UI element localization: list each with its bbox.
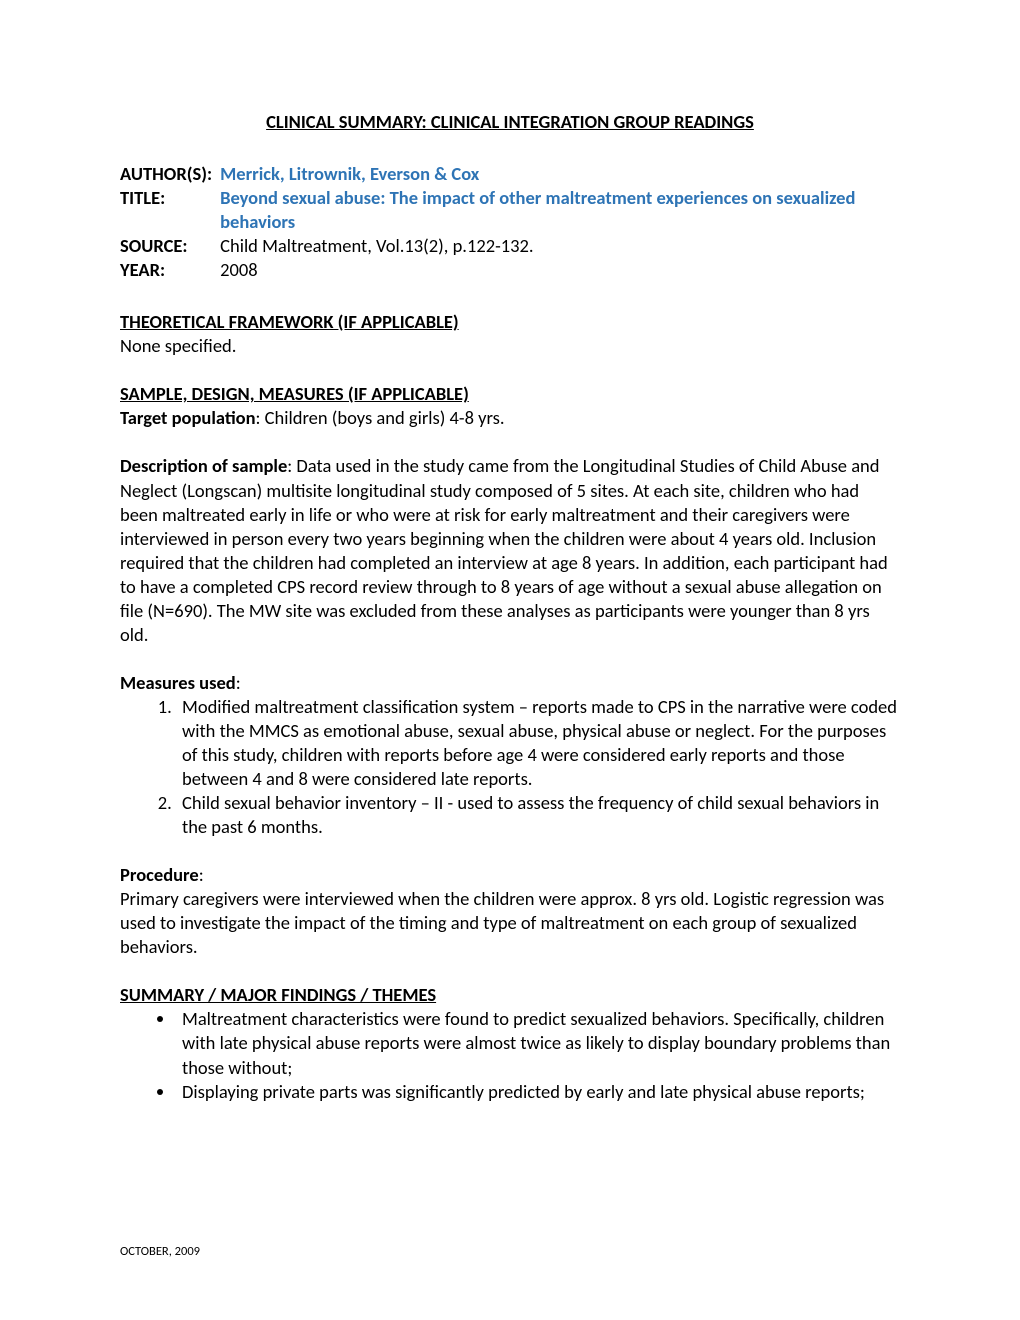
measures-heading-line: Measures used: [120, 671, 900, 695]
sample-description: Description of sample: Data used in the … [120, 454, 900, 646]
measures-list: Modified maltreatment classification sys… [120, 695, 900, 839]
theoretical-body: None specified. [120, 334, 900, 358]
desc-label: Description of sample [120, 454, 287, 477]
procedure-body: Primary caregivers were interviewed when… [120, 887, 900, 959]
author-value: Merrick, Litrownik, Everson & Cox [220, 162, 900, 186]
summary-heading: SUMMARY / MAJOR FINDINGS / THEMES [120, 983, 900, 1007]
procedure-heading-line: Procedure: [120, 863, 900, 887]
title-value: Beyond sexual abuse: The impact of other… [220, 186, 900, 234]
summary-bullet: Displaying private parts was significant… [176, 1080, 900, 1104]
target-population: Target population: Children (boys and gi… [120, 406, 900, 430]
measures-colon: : [236, 671, 241, 694]
footer-date: OCTOBER, 2009 [120, 1244, 200, 1260]
year-label: YEAR: [120, 258, 220, 282]
summary-bullets: Maltreatment characteristics were found … [120, 1007, 900, 1103]
document-page: CLINICAL SUMMARY: CLINICAL INTEGRATION G… [0, 0, 1020, 1320]
title-label: TITLE: [120, 186, 220, 234]
measure-item: Child sexual behavior inventory – II - u… [176, 791, 900, 839]
document-title: CLINICAL SUMMARY: CLINICAL INTEGRATION G… [120, 110, 900, 134]
author-label: AUTHOR(S): [120, 162, 220, 186]
metadata-block: AUTHOR(S): Merrick, Litrownik, Everson &… [120, 162, 900, 282]
target-value: : Children (boys and girls) 4-8 yrs. [256, 406, 505, 429]
sample-section: SAMPLE, DESIGN, MEASURES (IF APPLICABLE)… [120, 382, 900, 959]
measures-label: Measures used [120, 671, 236, 694]
measure-item: Modified maltreatment classification sys… [176, 695, 900, 791]
theoretical-heading: THEORETICAL FRAMEWORK (IF APPLICABLE) [120, 310, 900, 334]
theoretical-section: THEORETICAL FRAMEWORK (IF APPLICABLE) No… [120, 310, 900, 358]
source-label: SOURCE: [120, 234, 220, 258]
desc-value: : Data used in the study came from the L… [120, 454, 888, 645]
year-value: 2008 [220, 258, 900, 282]
summary-section: SUMMARY / MAJOR FINDINGS / THEMES Maltre… [120, 983, 900, 1103]
target-label: Target population [120, 406, 256, 429]
procedure-colon: : [199, 863, 204, 886]
source-value: Child Maltreatment, Vol.13(2), p.122-132… [220, 234, 900, 258]
sample-heading: SAMPLE, DESIGN, MEASURES (IF APPLICABLE) [120, 382, 900, 406]
procedure-label: Procedure [120, 863, 199, 886]
summary-bullet: Maltreatment characteristics were found … [176, 1007, 900, 1079]
